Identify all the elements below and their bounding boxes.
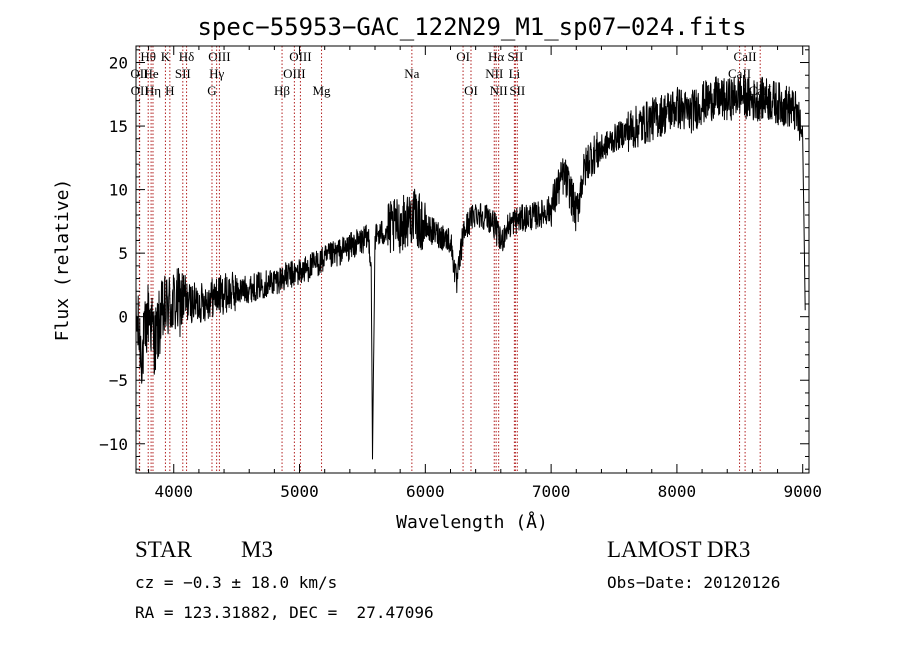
spectral-line-label: OIII [208,49,230,64]
spectrum-line [135,74,806,460]
observation-date: Obs−Date: 20120126 [607,573,781,592]
spectral-line-label: Hθ [140,49,156,64]
spectral-line-label: Hβ [274,83,290,98]
spectral-line-label: Hη [145,83,161,98]
spectral-line-label: OI [464,83,478,98]
axes: 4000 5000 6000 7000 8000 9000 −10 −5 0 5 10 15 20 [99,46,822,501]
spectral-line-label: SII [509,83,525,98]
chart-title: spec−55953−GAC_122N29_M1_sp07−024.fits [197,13,746,41]
object-subclass: M3 [241,537,273,562]
spectral-line-label: Mg [313,83,332,98]
coordinates: RA = 123.31882, DEC = 27.47096 [135,603,434,622]
object-class: STAR [135,537,192,562]
y-tick-label: −5 [109,371,128,390]
x-axis-label: Wavelength (Å) [396,511,548,533]
spectral-line-label: Hγ [209,66,224,81]
spectral-line-label: Hδ [179,49,195,64]
spectral-line-label: Hα [488,49,504,64]
x-tick-label: 4000 [154,482,193,501]
x-tick-label: 6000 [406,482,445,501]
survey-name: LAMOST DR3 [607,537,751,562]
redshift-value: cz = −0.3 ± 18.0 km/s [135,573,338,592]
spectral-line-label: G [207,83,216,98]
spectral-line-label: OII [131,83,149,98]
spectral-line-label: OIII [283,66,305,81]
x-tick-label: 5000 [280,482,319,501]
x-tick-label: 9000 [783,482,822,501]
spectral-line-label: NII [485,66,503,81]
spectral-line-label: OIII [289,49,311,64]
spectral-line-label: CaII [734,49,757,64]
y-tick-label: 10 [109,181,128,200]
y-axis-label: Flux (relative) [52,179,73,342]
spectral-line-label: Li [509,66,521,81]
x-tick-label: 7000 [532,482,571,501]
spectral-line-label: OI [456,49,470,64]
y-tick-label: 20 [109,54,128,73]
y-tick-label: 15 [109,117,128,136]
spectral-line-label: H [165,83,174,98]
y-tick-label: 5 [118,244,128,263]
spectral-line-label: SII [175,66,191,81]
y-tick-label: 0 [118,308,128,327]
spectrum-series-layer [135,74,806,460]
x-tick-label: 8000 [658,482,697,501]
spectral-line-label: OII [130,66,148,81]
spectral-line-label: NII [490,83,508,98]
y-tick-label: −10 [99,435,128,454]
spectral-line-label: Na [404,66,419,81]
spectral-line-label: K [161,49,171,64]
spectral-line-label: SII [507,49,523,64]
spectral-line-label: He [144,66,159,81]
plot-frame [135,45,810,474]
